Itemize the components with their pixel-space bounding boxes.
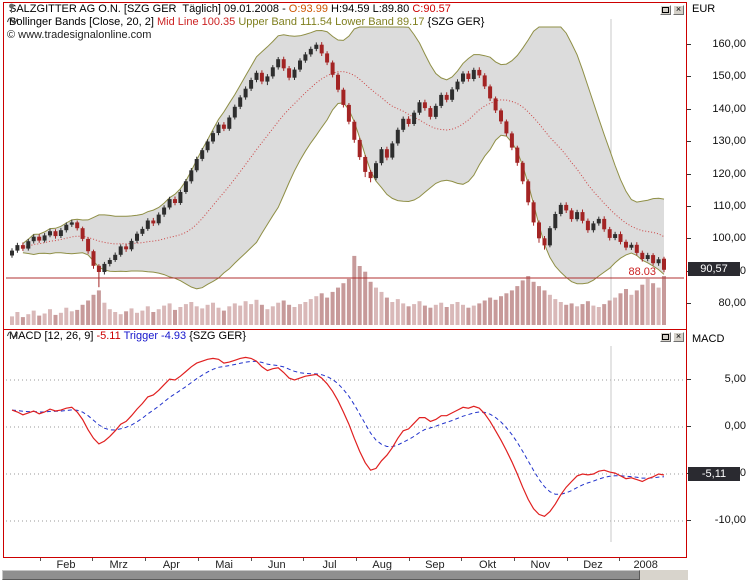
axis-tick [687,174,691,175]
quote-open: O:93.99 [288,3,331,15]
macd-symbol: {SZG GER} [189,330,247,342]
month-label: Feb [56,559,76,571]
axis-tick [687,379,691,380]
price-chart[interactable]: 88.03 [4,3,686,329]
month-label: 2008 [633,559,658,571]
axis-tick-label: 0,00 [724,420,746,432]
month-tick [461,558,463,561]
axis-tick [687,238,691,239]
axis-tick-label: 100,00 [712,232,746,244]
axis-tick [687,426,691,427]
month-label: Sep [425,559,445,571]
bollinger-lower-value: Lower Band 89.17 [335,16,428,28]
bollinger-name: Bollinger Bands [Close, 20, 2] [9,16,157,28]
month-tick [92,558,94,561]
month-tick [197,558,199,561]
price-title-row: SALZGITTER AG O.N. [SZG GER Täglich] 09.… [7,3,451,16]
price-badge: 90,57 [688,262,740,276]
month-tick [514,558,515,561]
svg-text:88.03: 88.03 [628,266,656,278]
price-window-buttons: × [660,5,684,15]
axis-tick [687,44,691,45]
month-label: Apr [162,559,180,571]
axis-tick [687,109,691,110]
copyright-label: © www.tradesignalonline.com [7,29,152,41]
macd-badge: -5,11 [688,467,740,481]
quote-high: H:94.59 [331,3,373,15]
price-panel: 88.03 SALZGITTER AG O.N. [SZG GER Täglic… [3,2,687,330]
macd-window-buttons: × [660,332,684,342]
month-tick [566,558,568,561]
quote-low: L:89.80 [372,3,413,15]
axis-tick-label: 160,00 [712,38,746,50]
bollinger-mid-value: Mid Line 100.35 [156,16,239,28]
month-tick [250,558,252,561]
axis-tick-label: 120,00 [712,168,746,180]
month-tick [355,558,357,561]
month-label: Okt [479,559,497,571]
month-label: Dez [583,559,603,571]
axis-tick [687,520,691,521]
restore-icon [662,7,669,13]
month-tick [408,558,410,561]
bollinger-upper-value: Upper Band 111.54 [238,16,336,28]
month-label: Nov [530,559,551,571]
restore-button[interactable] [660,332,671,342]
macd-title-row: MACD [12, 26, 9] -5.11 Trigger -4.93 {SZ… [7,330,246,343]
instrument-title: SALZGITTER AG O.N. [SZG GER Täglich] 09.… [9,3,289,15]
macd-axis-label: MACD [692,333,725,345]
month-tick [619,558,621,561]
macd-name: MACD [12, 26, 9] [9,330,97,342]
macd-panel: MACD [12, 26, 9] -5.11 Trigger -4.93 {SZ… [3,329,687,558]
axis-tick-label: 80,00 [718,297,746,309]
bollinger-symbol: {SZG GER} [427,16,485,28]
month-tick [145,558,147,561]
axis-tick [687,206,691,207]
eur-axis-label: EUR [692,3,716,15]
quote-close: C:90.57 [412,3,451,15]
month-label: Aug [372,559,392,571]
scrollbar-thumb[interactable] [2,570,640,580]
close-icon: × [675,331,682,341]
macd-trigger-value: Trigger -4.93 [123,330,190,342]
axis-tick [687,141,691,142]
axis-tick-label: 150,00 [712,70,746,82]
macd-value: -5.11 [96,330,124,342]
month-label: Mrz [109,559,128,571]
axis-tick-label: -10,00 [714,514,746,526]
month-tick [303,558,305,561]
close-button[interactable]: × [673,5,684,15]
time-axis: Feb Mrz Apr Mai Jun Jul Aug Sep Okt Nov Dez 2008 [3,558,687,571]
axis-tick [687,303,691,304]
restore-button[interactable] [660,5,671,15]
axis-tick-label: 140,00 [712,103,746,115]
month-label: Jun [267,559,286,571]
month-tick [39,558,41,561]
month-label: Mai [215,559,233,571]
axis-tick-label: 110,00 [713,200,746,212]
axis-tick-label: 5,00 [724,373,746,385]
month-label: Jul [322,559,337,571]
restore-icon [662,334,669,340]
close-button[interactable]: × [673,332,684,342]
scrollbar-track[interactable] [2,570,688,580]
axis-tick [687,76,691,77]
close-icon: × [675,4,682,14]
bollinger-title-row: Bollinger Bands [Close, 20, 2] Mid Line … [7,16,484,29]
axis-tick-label: 130,00 [712,135,746,147]
macd-chart[interactable] [4,330,686,557]
